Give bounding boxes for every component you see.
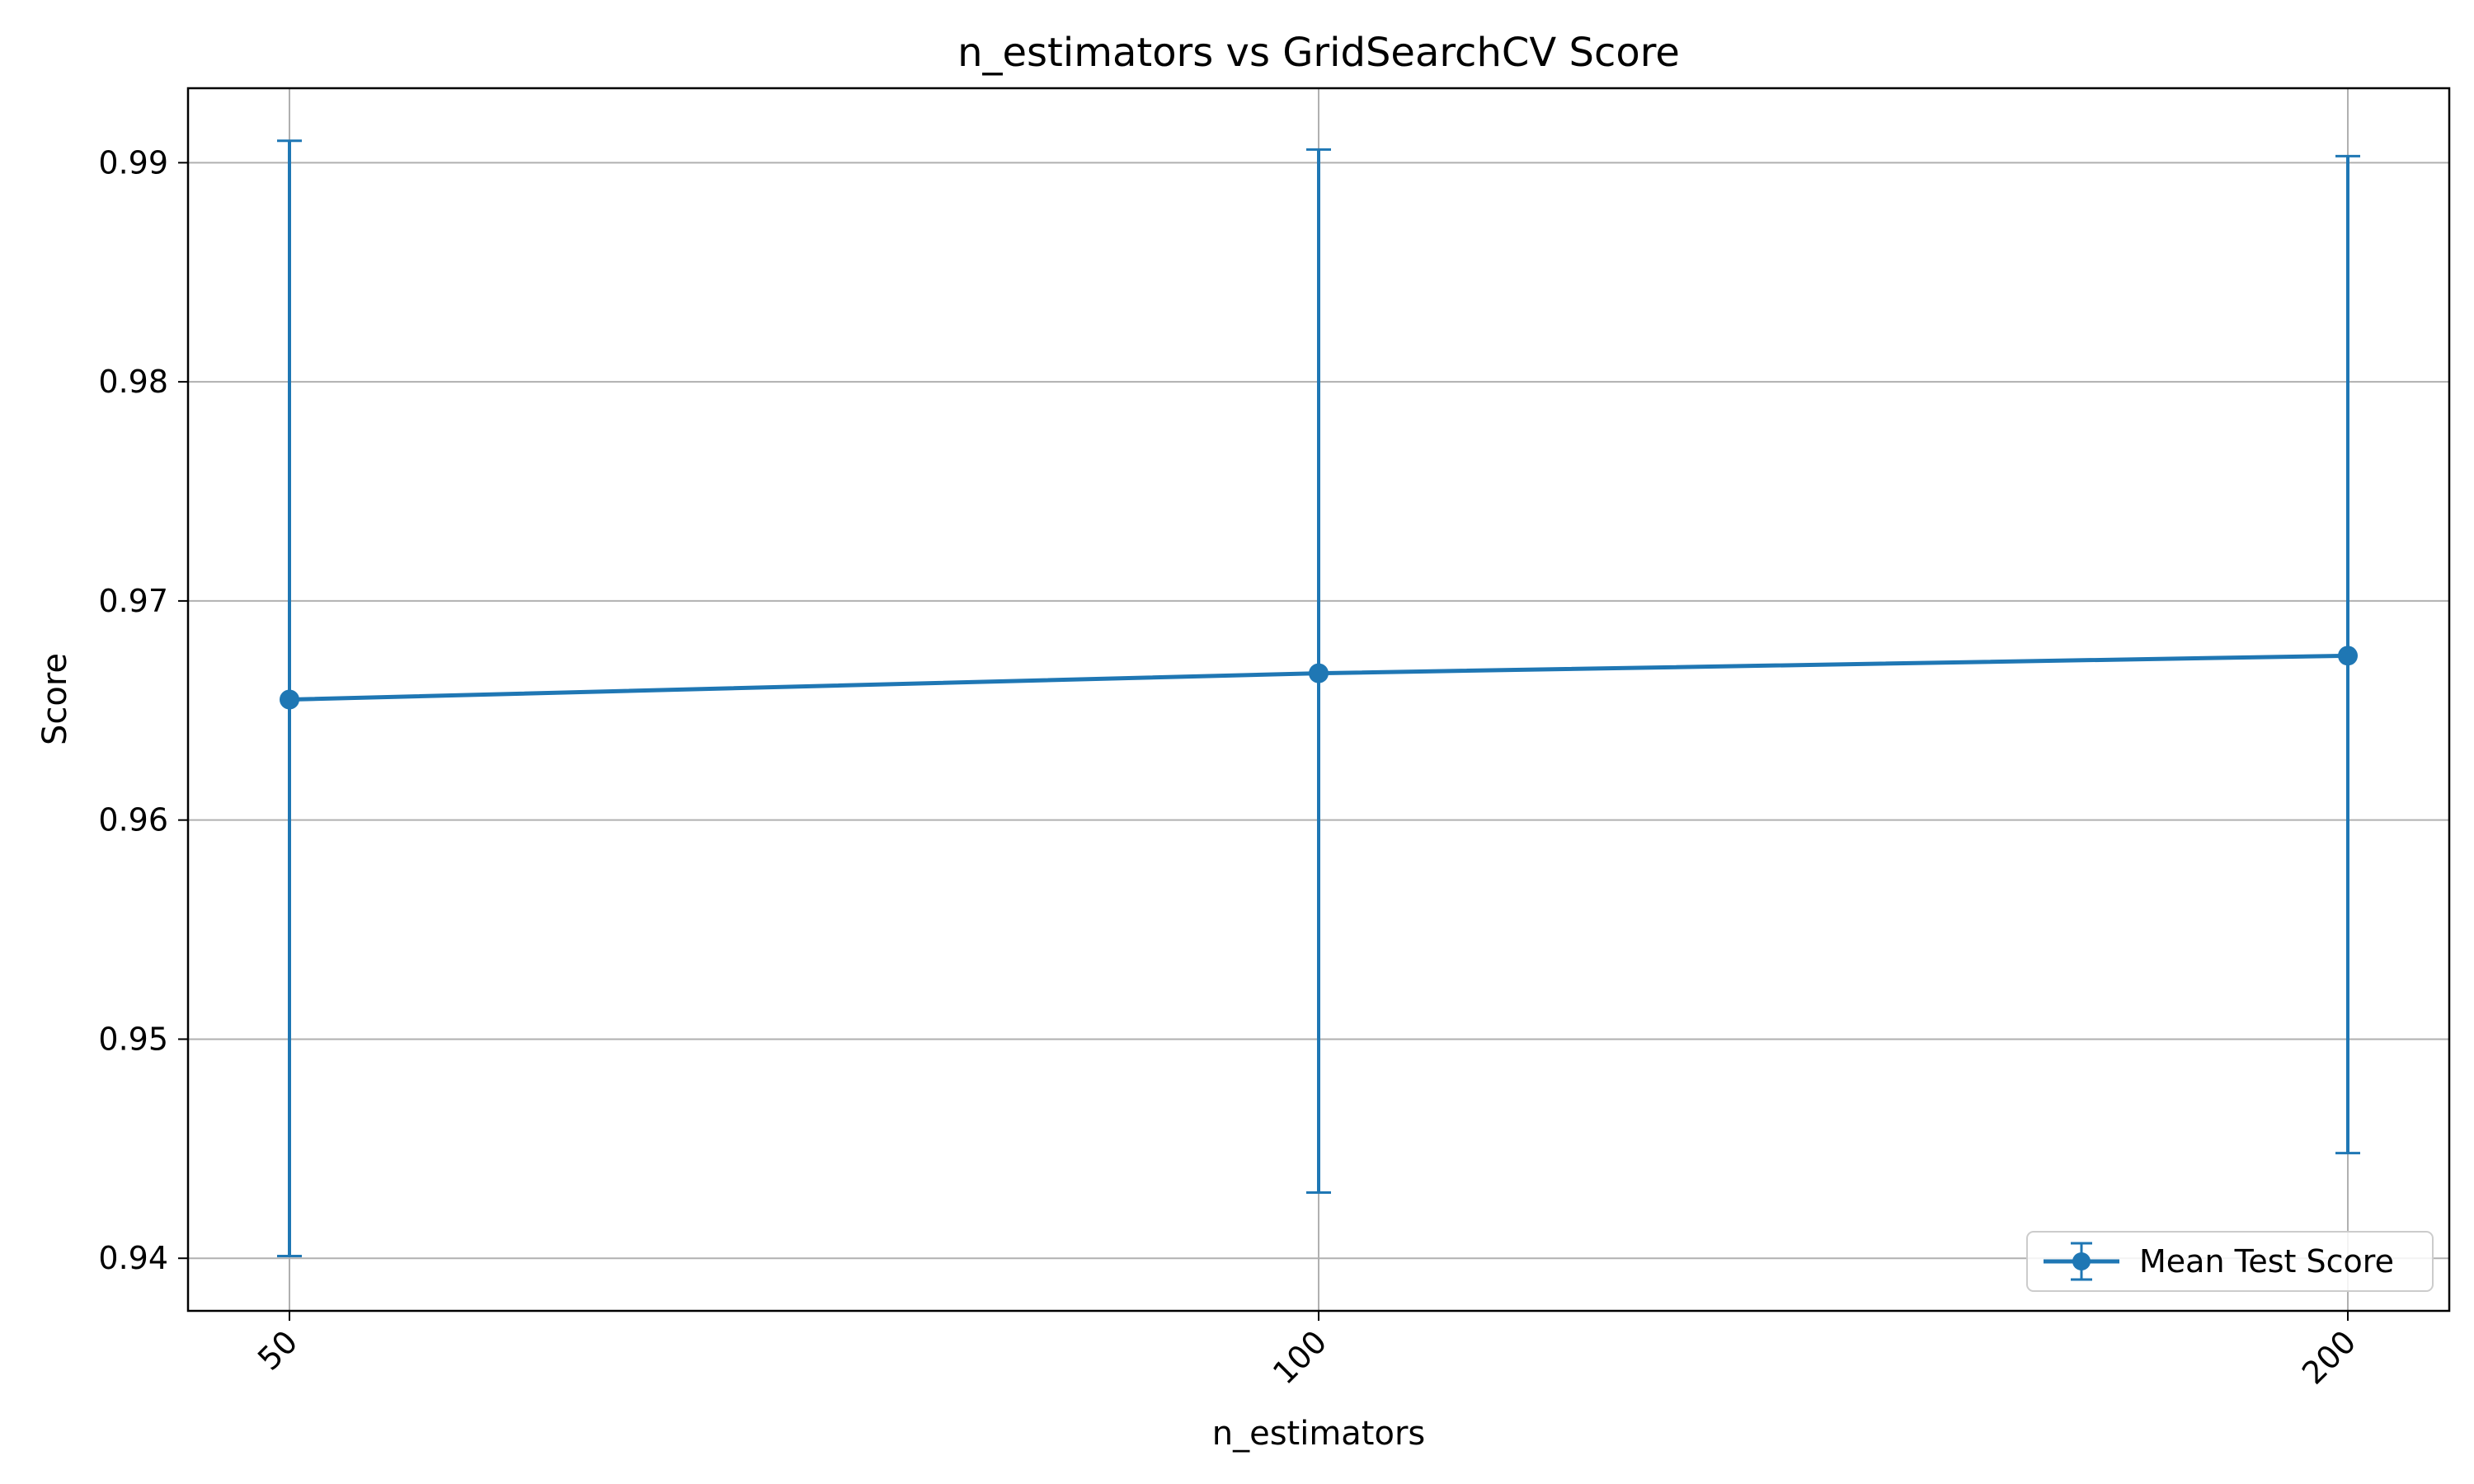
- legend-swatch: [2044, 1242, 2119, 1281]
- legend-box: [2026, 1231, 2434, 1292]
- chart-title: n_estimators vs GridSearchCV Score: [957, 30, 1680, 76]
- data-point: [2338, 646, 2358, 666]
- data-point: [1309, 663, 1329, 683]
- y-tick-label: 0.99: [98, 144, 168, 181]
- y-tick-label: 0.98: [98, 364, 168, 400]
- y-tick-label: 0.97: [98, 583, 168, 619]
- marker-layer: [280, 646, 2358, 710]
- data-point: [280, 689, 299, 710]
- y-tick-label: 0.95: [98, 1021, 168, 1057]
- x-axis-label: n_estimators: [1212, 1415, 1426, 1453]
- legend-label: Mean Test Score: [2139, 1243, 2394, 1280]
- y-tick-label: 0.94: [98, 1240, 168, 1276]
- y-tick-label: 0.96: [98, 802, 168, 838]
- legend-marker-glyph: [2072, 1252, 2091, 1270]
- y-axis-label: Score: [36, 653, 74, 745]
- legend: Mean Test Score: [2026, 1231, 2434, 1292]
